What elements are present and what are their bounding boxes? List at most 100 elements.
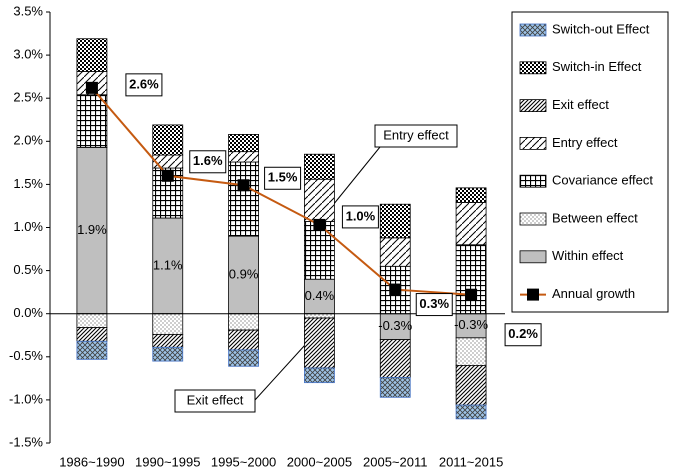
y-tick-label: 2.5% bbox=[13, 90, 43, 105]
bar-segment bbox=[152, 346, 184, 362]
y-tick-label: 0.0% bbox=[13, 305, 43, 320]
bar-segment bbox=[76, 94, 108, 148]
bar-segment bbox=[152, 217, 184, 315]
bar-segment bbox=[76, 327, 108, 342]
bar-segment bbox=[228, 313, 259, 331]
legend-label: Between effect bbox=[552, 210, 638, 225]
marker bbox=[237, 179, 250, 192]
bar-segment bbox=[152, 313, 184, 335]
x-tick-label: 2005~2011 bbox=[363, 454, 427, 469]
label-box bbox=[415, 293, 453, 317]
x-tick-label: 2000~2005 bbox=[287, 454, 352, 469]
legend-label: Covariance effect bbox=[552, 173, 653, 188]
legend-label: Within effect bbox=[552, 248, 624, 263]
bar-segment bbox=[304, 278, 335, 315]
bar-segment bbox=[379, 203, 411, 239]
legend-label: Exit effect bbox=[552, 97, 609, 112]
marker bbox=[465, 288, 478, 301]
legend-label: Switch-out Effect bbox=[552, 21, 650, 36]
data-label: 1.5% bbox=[268, 170, 298, 185]
marker bbox=[85, 81, 98, 94]
data-label: 1.0% bbox=[346, 208, 376, 223]
bar-segment bbox=[379, 377, 411, 398]
marker bbox=[389, 283, 402, 296]
annotation: Entry effect bbox=[383, 127, 449, 142]
bar-segment bbox=[76, 340, 108, 360]
line bbox=[91, 87, 472, 296]
bar-segment bbox=[455, 244, 487, 315]
bar-segment bbox=[228, 161, 259, 237]
x-tick-label: 1986~1990 bbox=[59, 454, 124, 469]
bar-segment bbox=[455, 365, 487, 406]
data-label: 2.6% bbox=[129, 76, 159, 91]
legend-swatch bbox=[519, 212, 547, 226]
marker bbox=[161, 169, 174, 182]
x-tick-label: 2011~2015 bbox=[439, 454, 503, 469]
bar-segment bbox=[76, 313, 108, 328]
bar-segment bbox=[228, 329, 259, 351]
data-label: 0.3% bbox=[419, 296, 449, 311]
label-box bbox=[125, 73, 163, 97]
bar-segment bbox=[76, 38, 108, 72]
callout-box bbox=[174, 389, 256, 413]
data-label: 1.1% bbox=[153, 257, 183, 272]
bar-segment bbox=[379, 339, 411, 378]
y-tick-label: -1.5% bbox=[9, 434, 43, 449]
y-tick-label: 3.0% bbox=[13, 47, 43, 62]
legend-label: Annual growth bbox=[552, 286, 635, 301]
bar-segment bbox=[152, 154, 184, 169]
x-tick-label: 1995~2000 bbox=[211, 454, 276, 469]
y-tick-label: -0.5% bbox=[9, 348, 43, 363]
bar-segment bbox=[379, 313, 411, 340]
bar-segment bbox=[455, 404, 487, 420]
bar-segment bbox=[304, 221, 335, 280]
label-box bbox=[189, 150, 227, 174]
legend-marker bbox=[527, 288, 539, 301]
data-label: -0.3% bbox=[378, 318, 412, 333]
legend-swatch bbox=[519, 174, 547, 188]
data-label: 1.9% bbox=[77, 222, 107, 237]
y-tick-label: 3.5% bbox=[13, 3, 43, 18]
legend-swatch bbox=[519, 136, 547, 150]
y-tick-label: 2.0% bbox=[13, 133, 43, 148]
bar-segment bbox=[228, 151, 259, 163]
legend-box bbox=[511, 11, 669, 313]
legend-swatch bbox=[519, 99, 547, 112]
y-tick-label: -1.0% bbox=[9, 391, 43, 406]
label-box bbox=[504, 323, 542, 347]
label-box bbox=[264, 166, 302, 190]
data-label: 0.9% bbox=[229, 266, 259, 281]
data-label: 1.6% bbox=[193, 153, 223, 168]
marker bbox=[313, 218, 326, 231]
annotation: Exit effect bbox=[187, 392, 244, 407]
bar-segment bbox=[228, 134, 259, 153]
bar-segment bbox=[455, 202, 487, 246]
bar-segment bbox=[455, 187, 487, 203]
legend-swatch bbox=[519, 61, 547, 75]
bar-segment bbox=[304, 153, 335, 180]
y-tick-label: 0.5% bbox=[13, 262, 43, 277]
legend-label: Switch-in Effect bbox=[552, 59, 642, 74]
bar-segment bbox=[304, 178, 335, 222]
legend-swatch bbox=[519, 250, 547, 264]
bar-segment bbox=[304, 317, 335, 369]
data-label: 0.4% bbox=[305, 288, 335, 303]
bar-segment bbox=[304, 313, 335, 319]
data-label: 0.2% bbox=[508, 326, 538, 341]
bar-segment bbox=[152, 124, 184, 156]
callout-line bbox=[332, 146, 381, 206]
bar-segment bbox=[228, 349, 259, 367]
bar-segment bbox=[455, 337, 487, 366]
y-tick-label: 1.0% bbox=[13, 219, 43, 234]
data-label: -0.3% bbox=[454, 317, 488, 332]
bar-segment bbox=[379, 237, 411, 267]
bar-segment bbox=[304, 367, 335, 384]
legend-label: Entry effect bbox=[552, 135, 618, 150]
bar-segment bbox=[152, 333, 184, 348]
x-tick-label: 1990~1995 bbox=[135, 454, 200, 469]
legend-swatch bbox=[519, 23, 547, 37]
y-tick-label: 1.5% bbox=[13, 176, 43, 191]
callout-line bbox=[254, 344, 306, 401]
label-box bbox=[341, 205, 379, 229]
